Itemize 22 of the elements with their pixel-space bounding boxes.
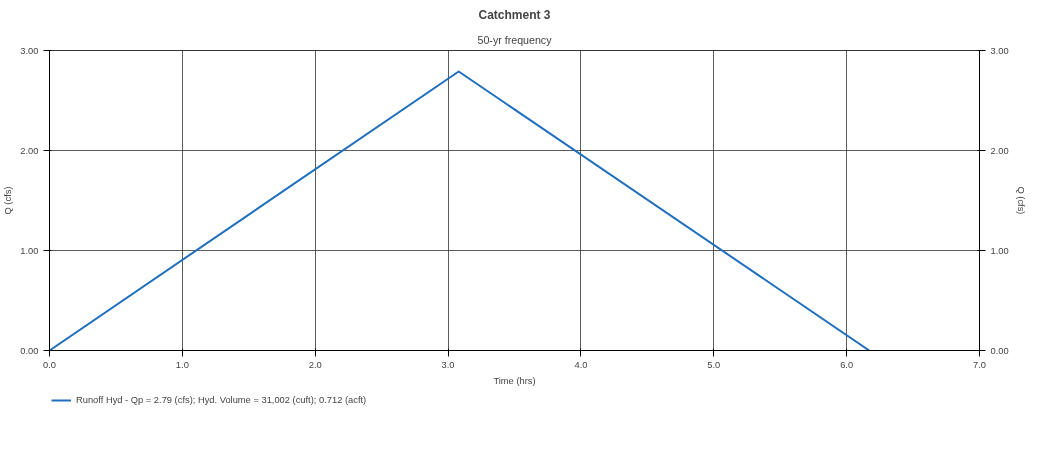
y2-tick-label: 2.00 — [990, 145, 1009, 156]
chart-title: Catchment 3 — [478, 7, 551, 22]
y-tick-label: 2.00 — [20, 145, 39, 156]
x-tick-label: 6.0 — [840, 359, 854, 370]
x-tick-label: 2.0 — [308, 359, 322, 370]
legend-label: Runoff Hyd - Qp = 2.79 (cfs); Hyd. Volume = 31,002 (cuft); 0.712 (acft) — [76, 395, 367, 405]
y-axis-title: Q (cfs) — [3, 186, 14, 215]
y-tick-label: 3.00 — [20, 45, 39, 56]
x-tick-label: 7.0 — [973, 359, 986, 370]
y2-tick-label: 3.00 — [990, 45, 1009, 56]
x-axis-title: Time (hrs) — [493, 375, 536, 386]
x-tick-label: 5.0 — [707, 359, 721, 370]
y-tick-label: 0.00 — [20, 345, 39, 356]
y2-tick-label: 1.00 — [990, 245, 1009, 256]
x-tick-label: 4.0 — [574, 359, 588, 370]
y2-tick-label: 0.00 — [990, 345, 1009, 356]
x-tick-label: 1.0 — [175, 359, 189, 370]
x-tick-label: 0.0 — [43, 359, 56, 370]
y2-axis-title: Q (cfs) — [1015, 186, 1026, 215]
x-tick-label: 3.0 — [441, 359, 455, 370]
y-tick-label: 1.00 — [20, 245, 39, 256]
chart-subtitle: 50-yr frequency — [477, 33, 553, 46]
